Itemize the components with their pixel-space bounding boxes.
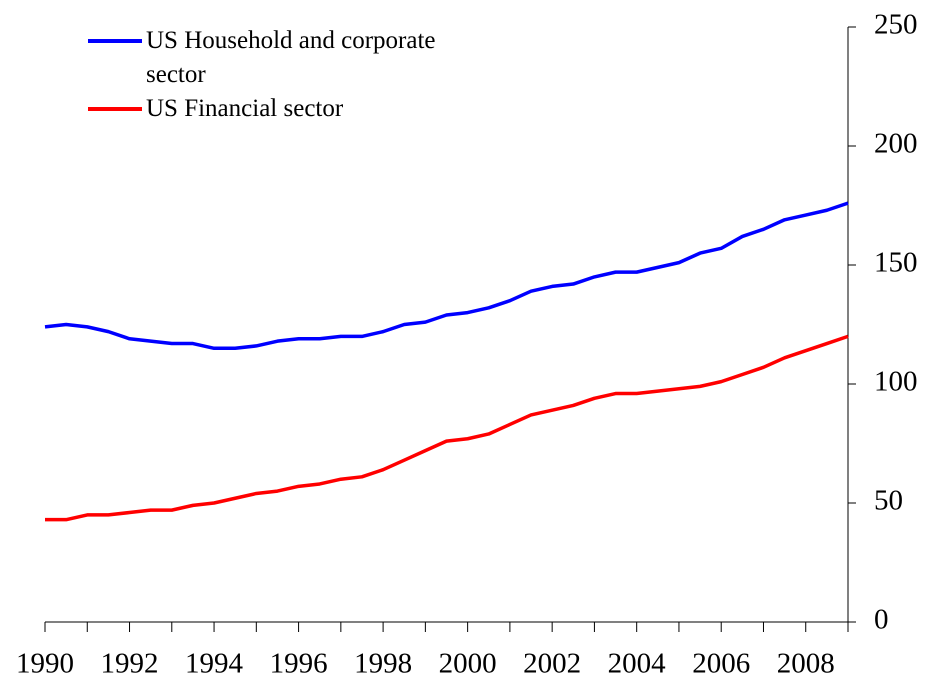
y-tick-label: 0 xyxy=(874,604,889,636)
x-tick-label: 2008 xyxy=(777,648,835,680)
legend-label: US Financial sector xyxy=(146,95,344,122)
x-tick-label: 2006 xyxy=(692,648,750,680)
legend-swatch xyxy=(88,39,142,43)
legend: US Household and corporate sector US Fina… xyxy=(88,24,491,126)
series-line xyxy=(45,334,849,522)
y-tick-label: 150 xyxy=(874,247,918,279)
y-tick-label: 200 xyxy=(874,128,918,160)
x-tick-label: 1990 xyxy=(16,648,74,680)
x-tick-label: 1992 xyxy=(101,648,159,680)
legend-label: US Household and corporate sector xyxy=(146,27,436,88)
y-tick-label: 250 xyxy=(874,9,918,41)
legend-item: US Financial sector xyxy=(88,92,491,126)
x-tick-label: 1996 xyxy=(270,648,328,680)
legend-item: US Household and corporate sector xyxy=(88,24,491,92)
x-tick-label: 1998 xyxy=(354,648,412,680)
series-line xyxy=(44,201,849,351)
y-tick-label: 100 xyxy=(874,366,918,398)
x-tick-label: 2000 xyxy=(439,648,497,680)
y-tick-label: 50 xyxy=(874,485,903,517)
legend-swatch xyxy=(88,107,142,111)
x-tick-label: 2004 xyxy=(608,648,667,680)
x-tick-label: 2002 xyxy=(523,648,581,680)
x-tick-label: 1994 xyxy=(185,648,244,680)
